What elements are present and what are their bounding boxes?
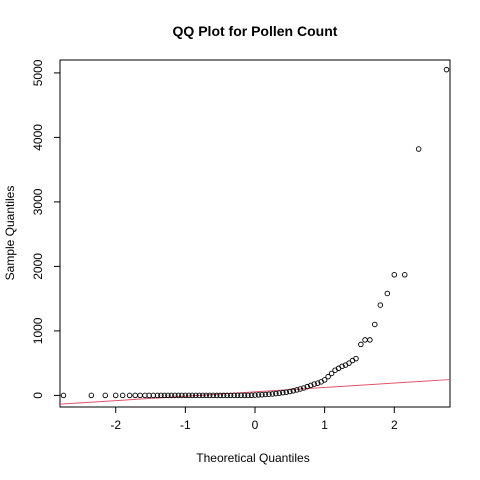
data-point xyxy=(137,392,143,399)
data-point xyxy=(231,392,237,399)
data-point xyxy=(358,341,364,348)
data-point xyxy=(224,392,230,399)
y-tick-label: 3000 xyxy=(31,188,45,215)
data-point xyxy=(328,370,335,377)
data-point xyxy=(287,388,293,395)
data-point xyxy=(227,392,234,399)
data-point xyxy=(266,391,272,397)
data-point xyxy=(391,272,398,278)
x-tick-label: 0 xyxy=(252,418,259,432)
data-point xyxy=(238,392,244,399)
data-point xyxy=(217,392,223,399)
data-point xyxy=(280,389,286,396)
data-point xyxy=(154,392,161,399)
data-point xyxy=(172,392,178,399)
data-point xyxy=(102,392,109,399)
data-point xyxy=(213,392,220,399)
data-point xyxy=(325,373,331,380)
data-point xyxy=(168,392,175,399)
data-point xyxy=(179,392,185,399)
data-point xyxy=(175,392,182,399)
x-axis: -2 -1 0 1 2 xyxy=(110,407,398,432)
data-point xyxy=(269,391,276,397)
data-point xyxy=(182,392,189,399)
x-tick-label: -1 xyxy=(180,418,191,432)
data-point xyxy=(307,382,314,389)
data-point xyxy=(346,360,352,366)
data-point xyxy=(314,380,321,386)
data-point xyxy=(196,392,203,399)
reference-line-layer xyxy=(59,379,451,405)
data-point xyxy=(304,383,310,390)
data-point xyxy=(158,392,164,399)
data-point xyxy=(132,392,138,399)
data-point xyxy=(367,337,373,343)
data-point xyxy=(353,355,359,362)
data-point xyxy=(384,290,391,297)
data-point xyxy=(297,386,304,392)
plot-frame xyxy=(59,59,451,408)
data-point xyxy=(294,387,300,393)
chart-title: QQ Plot for Pollen Count xyxy=(173,23,338,39)
data-point xyxy=(252,392,258,398)
data-point xyxy=(88,392,95,399)
x-tick-label: -2 xyxy=(110,418,121,432)
x-axis-label: Theoretical Quantiles xyxy=(196,451,309,465)
data-point xyxy=(220,392,227,399)
data-point xyxy=(372,321,378,328)
x-tick-label: 1 xyxy=(321,418,328,432)
qq-reference-line xyxy=(59,379,451,405)
data-point xyxy=(262,391,269,398)
data-point xyxy=(248,392,255,399)
data-point xyxy=(126,392,133,399)
data-point xyxy=(193,392,199,399)
data-point xyxy=(161,392,168,399)
data-point xyxy=(186,392,192,399)
data-point xyxy=(189,392,196,399)
y-axis-label: Sample Quantiles xyxy=(3,186,17,281)
data-point xyxy=(245,392,251,399)
y-tick-label: 1000 xyxy=(31,317,45,344)
data-point xyxy=(276,390,283,396)
data-point xyxy=(119,392,126,399)
data-point xyxy=(311,381,317,387)
data-point xyxy=(401,272,408,278)
x-tick-label: 2 xyxy=(391,418,398,432)
data-point xyxy=(443,66,450,73)
data-point xyxy=(112,392,119,399)
data-point xyxy=(273,390,279,397)
data-point xyxy=(321,377,328,383)
data-point xyxy=(200,392,206,399)
y-tick-label: 5000 xyxy=(31,59,45,86)
data-point xyxy=(210,392,216,399)
y-tick-label: 2000 xyxy=(31,253,45,280)
y-tick-label: 4000 xyxy=(31,124,45,151)
y-tick-label: 0 xyxy=(31,392,45,399)
data-point xyxy=(255,392,262,398)
data-point xyxy=(203,392,209,399)
data-point xyxy=(301,385,307,391)
data-point xyxy=(362,337,368,343)
data-point xyxy=(290,387,297,394)
data-point xyxy=(259,391,265,398)
data-point xyxy=(377,302,384,308)
data-point xyxy=(283,389,290,395)
data-point xyxy=(241,392,248,399)
data-point xyxy=(234,392,241,399)
data-point xyxy=(206,392,213,399)
data-point xyxy=(339,363,345,370)
data-point xyxy=(60,392,67,399)
y-axis: 0 1000 2000 3000 4000 5000 xyxy=(31,59,60,399)
data-point xyxy=(165,392,171,399)
data-point xyxy=(415,146,422,152)
points-layer xyxy=(60,66,450,399)
